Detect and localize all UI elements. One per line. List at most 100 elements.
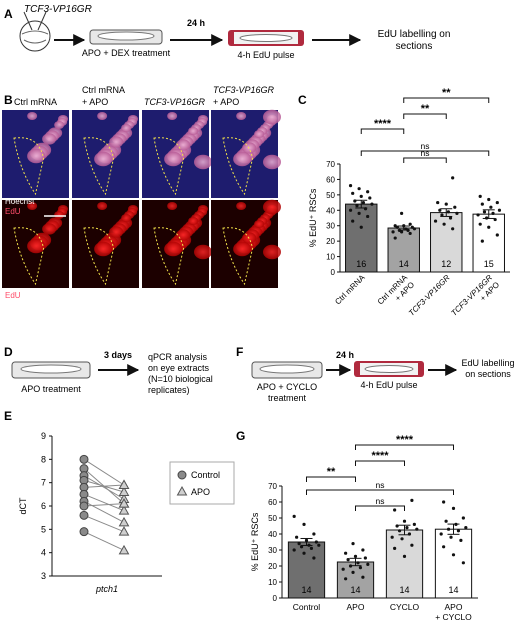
construct-label: TCF3-VP16GR (24, 4, 92, 15)
data-point (446, 527, 451, 531)
step-label: treatment (268, 393, 307, 403)
step-label: APO + CYCLO (257, 382, 317, 392)
legend: Control APO (169, 461, 235, 505)
data-point (412, 522, 416, 527)
data-point (348, 184, 353, 188)
panel-a: A TCF3-VP16GR APO + DEX treatment 24 h 4… (4, 4, 450, 60)
data-point (449, 535, 453, 539)
micrograph-tile (72, 200, 139, 288)
pair-line (83, 503, 125, 507)
cell-blob (233, 241, 252, 257)
data-point (478, 194, 482, 198)
step-label: 4-h EdU pulse (237, 50, 294, 60)
panel-d: D APO treatment 3 days qPCR analysis on … (4, 345, 213, 395)
panel-letter-c: C (298, 93, 307, 107)
y-tick-label: 70 (326, 160, 335, 169)
cell-blob (167, 202, 178, 210)
x-axis-label: ptch1 (95, 584, 118, 594)
data-point (436, 200, 440, 205)
panel-letter-b: B (4, 93, 13, 107)
data-point (302, 551, 306, 555)
significance-bracket (360, 150, 490, 156)
data-point (359, 225, 363, 229)
data-point (341, 567, 345, 571)
step-label: 4-h EdU pulse (360, 380, 417, 390)
data-point (476, 213, 480, 217)
data-point (485, 216, 489, 220)
time-label: 24 h (336, 350, 354, 360)
data-point (489, 205, 493, 209)
cell-blob (27, 238, 46, 254)
rsc-region-outline (83, 227, 115, 286)
cell-blob (236, 112, 247, 120)
data-point (408, 231, 412, 236)
data-point (356, 561, 360, 565)
column-label: + APO (213, 97, 239, 107)
cell-blob (188, 127, 199, 135)
significance-bracket (355, 505, 405, 511)
cell-blob (176, 229, 191, 241)
significance-bracket (360, 128, 405, 134)
cell-blob (194, 154, 212, 170)
data-point (363, 207, 368, 211)
n-label: 14 (399, 585, 409, 595)
data-point (314, 540, 318, 544)
data-point (358, 566, 363, 570)
cell-blob (167, 112, 178, 120)
bar (385, 529, 424, 599)
data-point (312, 556, 316, 560)
rsc-region-outline (222, 137, 254, 196)
cell-blob (254, 130, 265, 138)
legend-box (169, 461, 235, 505)
micrograph-grid (2, 109, 281, 288)
data-point (487, 197, 491, 202)
data-point (456, 529, 461, 533)
data-point (307, 543, 311, 547)
y-tick-label: 30 (326, 222, 335, 231)
data-point (351, 219, 355, 223)
data-point (497, 208, 502, 212)
significance-bracket (306, 476, 356, 482)
pair-line (83, 458, 125, 486)
stain-label: EdU (5, 207, 21, 216)
rsc-region-outline (153, 227, 185, 286)
category-label-line: TCF3-VP16GR (407, 273, 452, 318)
rsc-region-outline (83, 137, 115, 196)
panel-e: E 3 4 5 6 7 8 9 dCT ptch1 Control APO (4, 409, 235, 594)
n-label: 14 (301, 585, 311, 595)
category-label: Ctrl mRNA (333, 273, 367, 307)
cell-blob (54, 211, 65, 219)
data-point (478, 222, 482, 226)
data-point (390, 535, 394, 539)
significance-label: **** (371, 450, 389, 462)
paired-chart-e: 3 4 5 6 7 8 9 dCT ptch1 Control APO (18, 431, 235, 594)
legend-control-marker (177, 470, 187, 480)
control-point (79, 527, 89, 537)
data-point (448, 216, 453, 220)
data-point (402, 224, 406, 228)
step-label: on sections (465, 369, 511, 379)
cell-blob (176, 139, 191, 151)
y-tick-label: 3 (41, 571, 46, 581)
legend-label: APO (191, 487, 210, 497)
pair-line (83, 514, 125, 533)
micrograph-tile (142, 110, 212, 198)
data-point (299, 545, 304, 549)
category-label: Control (293, 602, 321, 612)
legend-label: Control (191, 470, 220, 480)
data-point (395, 225, 399, 229)
data-point (405, 526, 409, 530)
n-label: 14 (399, 259, 409, 269)
significance-bracket (403, 97, 490, 103)
data-point (368, 196, 372, 200)
significance-label: ns (421, 148, 430, 158)
data-point (309, 546, 314, 551)
data-point (493, 217, 497, 222)
control-point (79, 510, 89, 520)
data-point (312, 532, 316, 536)
n-label: 15 (484, 259, 494, 269)
y-tick-label: 40 (326, 206, 335, 215)
data-point (363, 556, 367, 560)
y-axis-label: % EdU⁺ RSCs (250, 512, 260, 571)
